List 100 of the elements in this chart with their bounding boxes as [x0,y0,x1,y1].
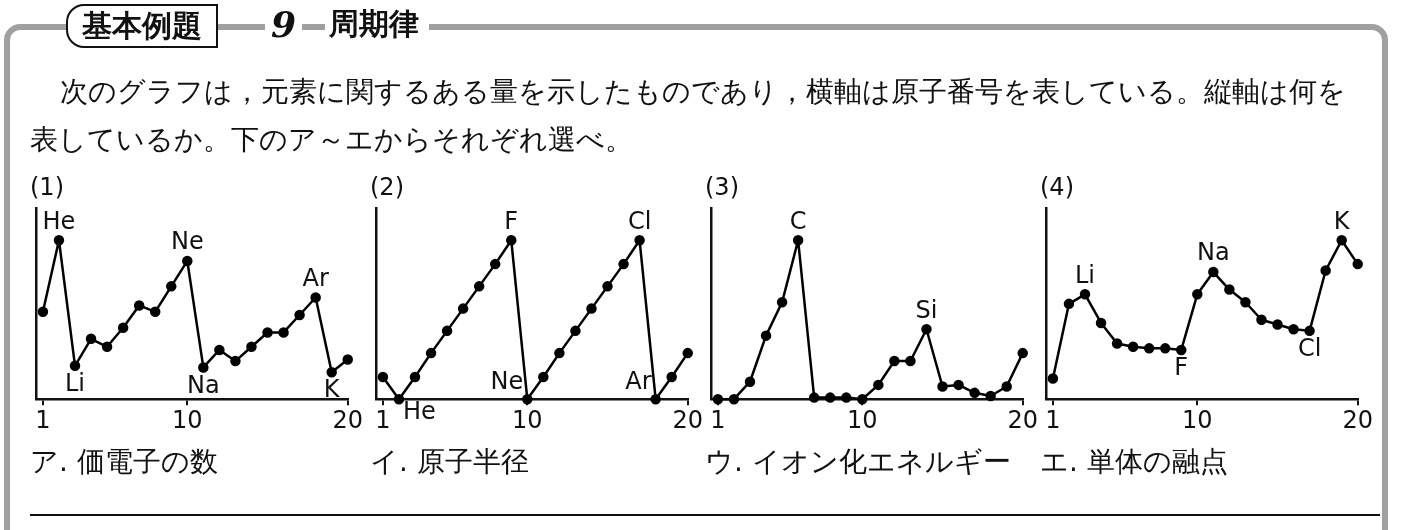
point [682,347,693,359]
point [602,281,613,292]
annotation: Si [915,295,938,324]
chart-title: (1) [30,172,65,202]
point [586,303,597,314]
annotation: Ar [625,367,652,396]
x-tick-label: 10 [1182,405,1213,434]
chart-title: (4) [1040,172,1075,202]
point [522,393,533,405]
point [760,330,772,341]
point [905,355,916,367]
annotation: K [323,375,341,404]
annotation: Li [64,369,86,398]
text: ウ. イオン化エネルギー [705,445,1011,478]
point [425,347,437,359]
point [230,355,241,367]
chart-title: (2) [370,173,404,201]
point [1159,343,1171,354]
point [473,281,485,292]
annotation: Li [1074,260,1096,289]
point [377,371,389,383]
point [1224,284,1235,295]
point [570,325,581,337]
point [198,362,209,373]
point [985,390,996,402]
point [921,324,932,335]
point [953,379,964,391]
point [1192,289,1203,300]
point [792,235,804,246]
point [85,333,97,345]
chart-title: (3) [705,173,739,201]
point [841,392,852,403]
point [1272,319,1283,330]
point [776,297,788,308]
point [409,371,421,383]
annotation: Ar [302,263,329,292]
point [889,355,900,367]
point [1079,289,1091,300]
point [489,258,501,270]
point [1111,338,1123,349]
point [937,381,948,392]
point [117,322,129,333]
point [166,281,177,292]
x-tick-label: 1 [710,405,726,434]
point [1001,381,1012,392]
annotation: K [1333,206,1351,235]
x-tick-label: 1 [35,405,51,434]
x-tick-label: 10 [512,405,543,434]
x-tick-label: 10 [172,405,203,434]
point [149,306,161,318]
point [294,309,305,321]
annotation: F [504,206,519,235]
point [457,303,469,314]
point [133,300,145,311]
point [824,392,836,403]
point [712,393,724,405]
text: ア. 価電子の数 [30,444,219,480]
point [326,366,337,378]
point [728,393,740,405]
annotation: Ne [490,367,524,396]
point [441,325,453,337]
annotation: F [1174,353,1189,382]
point [857,393,868,405]
point [214,344,225,356]
point [262,327,273,338]
point [1127,341,1139,353]
point [1208,266,1219,278]
point [1304,325,1315,337]
text: 周期律 [325,4,429,44]
point [37,306,49,318]
x-tick-label: 20 [332,405,363,434]
point [554,347,565,359]
point [1352,258,1363,270]
point [1240,297,1251,308]
annotation: Na [1197,238,1230,267]
x-tick-label: 1 [1045,405,1061,434]
annotation: Ne [170,227,204,256]
point [506,235,517,246]
point [69,360,81,372]
text: 9 [265,3,303,45]
point [1288,324,1299,335]
text: 次のグラフは，元素に関するある量を示したものであり，横軸は原子番号を表している。縦軸は何を表しているか。下のア～エからそれぞれ選べ。 [30,74,1347,158]
text: 基本例題 [66,4,218,48]
x-tick-label: 20 [1007,405,1038,434]
point [618,258,629,270]
annotation: Na [187,370,220,399]
point [278,327,289,338]
point [310,292,321,303]
point [634,235,645,246]
point [1017,347,1028,359]
point [650,393,661,405]
annotation: C [789,206,807,235]
annotation: He [402,397,436,426]
x-tick-label: 20 [672,405,703,434]
point [1320,265,1331,276]
point [744,376,756,387]
point [1095,317,1107,329]
annotation: He [42,206,76,235]
point [808,392,820,403]
text: イ. 原子半径 [370,445,529,478]
